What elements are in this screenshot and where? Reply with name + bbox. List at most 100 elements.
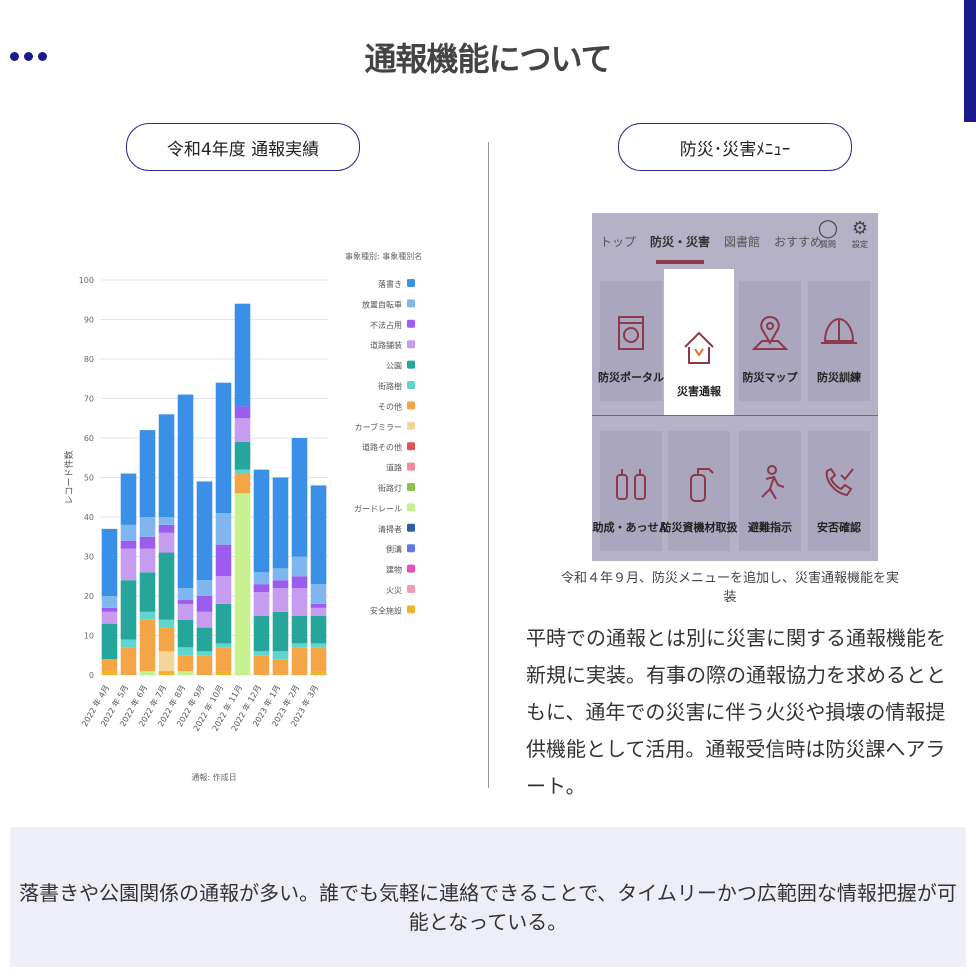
bar-segment [196, 580, 213, 596]
y-tick-label: 90 [84, 316, 94, 325]
bar-segment [272, 651, 289, 660]
bar-segment [215, 643, 232, 648]
legend-swatch [407, 483, 415, 491]
helmet-icon [821, 317, 857, 344]
ellipsis-icon [10, 52, 47, 61]
question-icon[interactable]: ◯ 質問 [814, 219, 842, 250]
bar-segment [158, 671, 175, 675]
bar-segment [291, 647, 308, 675]
bar-segment [139, 517, 156, 537]
legend-label: 清掃者 [378, 524, 402, 534]
bar-segment [196, 655, 213, 675]
tile-helmet[interactable]: 防災訓練 [808, 281, 870, 401]
summary-box: 落書きや公園関係の通報が多い。誰でも気軽に連絡できることで、タイムリーかつ広範囲… [10, 827, 966, 967]
legend-swatch [407, 442, 415, 451]
y-axis-label: レコード件数 [63, 450, 75, 504]
tile-row-divider [592, 415, 878, 416]
bar-segment [177, 588, 194, 600]
bar-segment [101, 611, 118, 624]
legend-label: 建物 [386, 565, 402, 575]
tab-3[interactable]: おすすめ [774, 234, 823, 249]
legend-swatch [407, 360, 415, 369]
bar-segment [158, 627, 175, 652]
legend-label: 不法占用 [370, 320, 402, 330]
x-axis-label: 通報: 作成日 [191, 772, 236, 782]
bar-segment [139, 548, 156, 573]
bar-segment [291, 643, 308, 648]
tab-0[interactable]: トップ [600, 234, 637, 249]
y-tick-label: 50 [84, 474, 94, 483]
tile-extinguishers[interactable]: 助成・あっせん [593, 431, 670, 551]
y-tick-label: 0 [89, 671, 94, 680]
y-tick-label: 10 [84, 632, 94, 641]
legend-swatch [407, 523, 415, 532]
page-title: 通報機能について [364, 40, 612, 78]
bar-segment [101, 528, 118, 596]
bar-segment [177, 619, 194, 648]
bar-segment [234, 473, 251, 494]
bar-segment [234, 303, 251, 407]
tile-map-pin[interactable]: 防災マップ [739, 281, 801, 401]
legend-title: 事象種別: 事象種別名 [345, 251, 422, 261]
tab-2[interactable]: 図書館 [724, 234, 761, 249]
bar-segment [101, 671, 118, 675]
bar-segment [120, 524, 137, 541]
legend-label: 公園 [386, 362, 402, 371]
tile-house-damage[interactable]: 災害通報 [664, 269, 734, 415]
bar-segment [215, 513, 232, 545]
tab-1[interactable]: 防災・災害 [650, 234, 711, 264]
bar-segment [177, 603, 194, 620]
bar-segment [253, 469, 270, 573]
disaster-menu-screenshot: トップ 防災・災害 図書館 おすすめ ◯ 質問 ⚙ 設定 防災ポータル 災害通報 防災マップ防… [592, 213, 878, 561]
tile-fire-extinguisher[interactable]: 防災資機材取扱 [661, 431, 738, 551]
tile-label: 災害通報 [677, 385, 721, 398]
bar-segment [215, 647, 232, 672]
tile-phone-check[interactable]: 安否確認 [808, 431, 870, 551]
bar-segment [272, 611, 289, 652]
bar-segment [196, 596, 213, 612]
tile-label: 安否確認 [817, 521, 861, 534]
y-tick-label: 30 [84, 553, 94, 562]
legend-label: 側溝 [386, 544, 402, 554]
bar-segment [120, 540, 137, 549]
bar-segment [291, 438, 308, 557]
gear-icon[interactable]: ⚙ 設定 [846, 219, 874, 250]
bar-segment [196, 627, 213, 652]
legend-label: 道路その他 [362, 442, 402, 452]
bar-segment [158, 524, 175, 533]
bar-segment [215, 544, 232, 577]
legend-swatch [407, 421, 415, 430]
bar-segment [234, 441, 251, 470]
bar-segment [253, 615, 270, 652]
bar-segment [139, 430, 156, 517]
bar-segment [158, 552, 175, 620]
bar-segment [215, 603, 232, 644]
bar-segment [158, 414, 175, 517]
bar-segment [177, 647, 194, 656]
bar-segment [101, 659, 118, 672]
bar-segment [272, 659, 289, 675]
fire-extinguisher-icon [690, 468, 714, 502]
bar-segment [196, 651, 213, 656]
y-tick-label: 20 [84, 592, 94, 601]
bar-segment [101, 596, 118, 608]
tile-evacuation[interactable]: 避難指示 [739, 431, 801, 551]
tile-label: 防災資機材取扱 [660, 521, 738, 534]
bar-segment [253, 655, 270, 675]
bar-segment [177, 599, 194, 604]
legend-swatch [407, 299, 415, 308]
tile-portal[interactable]: 防災ポータル [598, 281, 664, 401]
legend-swatch [407, 401, 415, 410]
evacuation-icon [761, 465, 785, 500]
bar-segment [272, 477, 289, 569]
bar-segment [120, 473, 137, 525]
extinguishers-icon [616, 469, 646, 500]
bar-segment [234, 493, 251, 675]
bar-segment [310, 615, 327, 644]
legend-swatch [407, 564, 415, 573]
bar-segment [177, 394, 194, 589]
bar-segment [253, 584, 270, 593]
legend-swatch [407, 279, 415, 287]
menu-tabs: トップ 防災・災害 図書館 おすすめ [592, 213, 878, 269]
bar-segment [158, 619, 175, 628]
